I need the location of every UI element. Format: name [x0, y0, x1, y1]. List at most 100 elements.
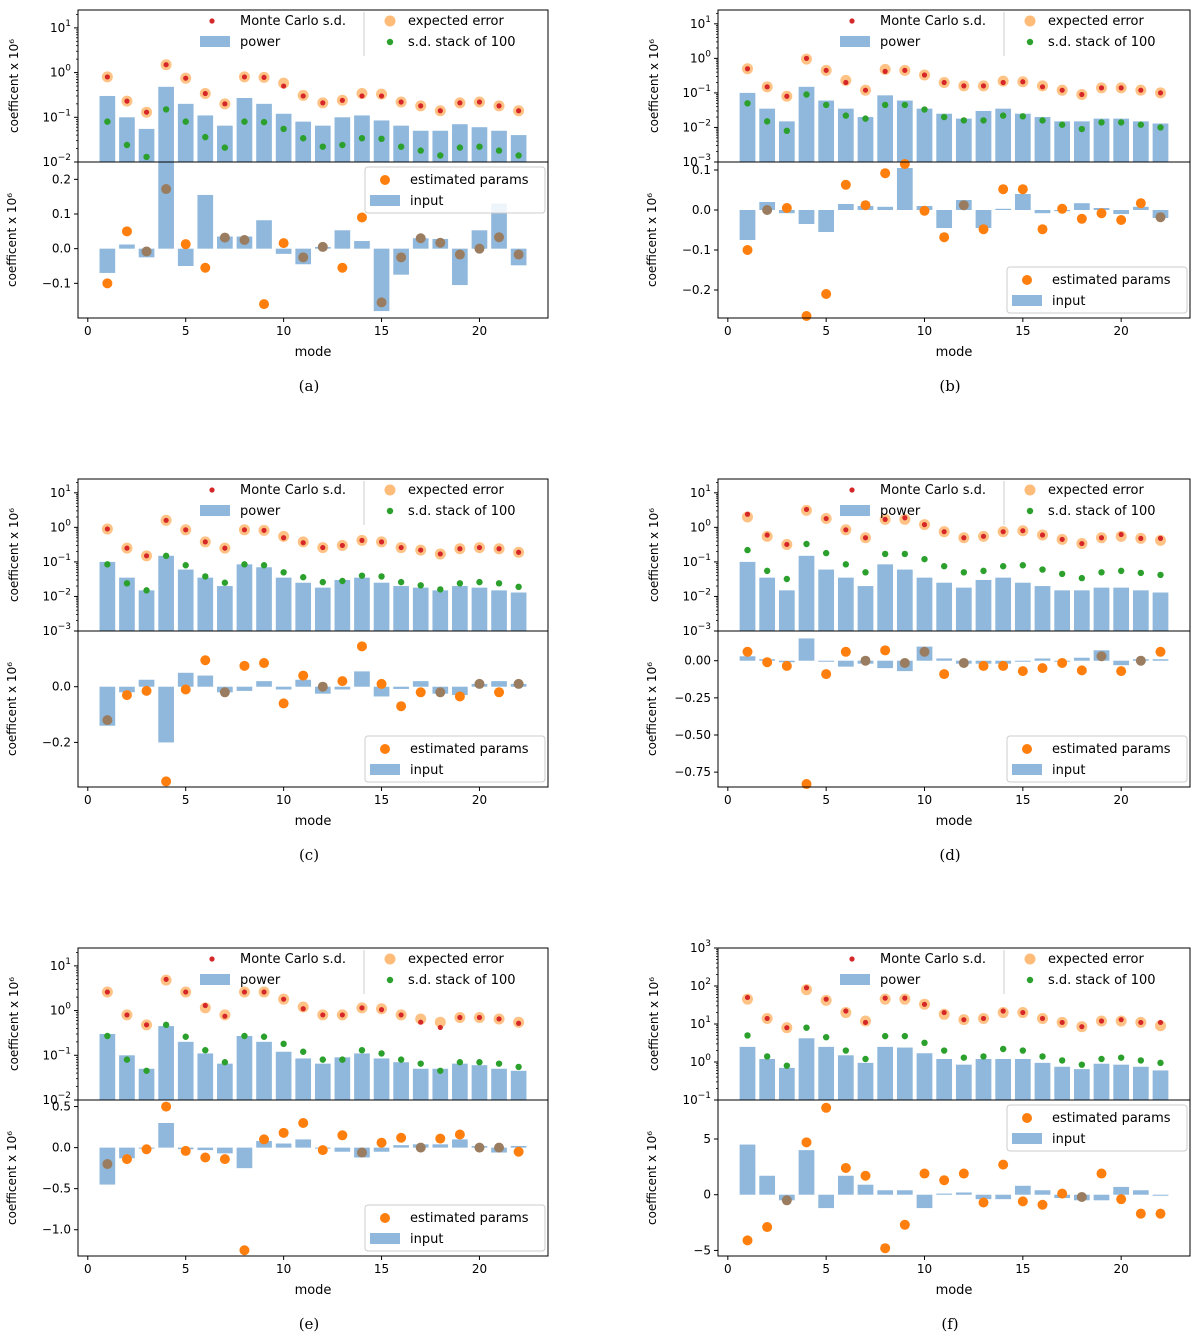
top-ytick-label: 101 — [690, 15, 711, 31]
sd-stack-point — [1157, 571, 1164, 579]
legend-stack-label: s.d. stack of 100 — [408, 35, 516, 50]
monte-carlo-sd-point — [143, 1022, 150, 1028]
power-bar — [1093, 118, 1110, 162]
sd-stack-point — [980, 567, 987, 575]
power-bar — [1093, 1063, 1110, 1100]
estimated-param-point — [1096, 651, 1107, 662]
estimated-param-point — [121, 690, 132, 701]
monte-carlo-sd-point — [862, 1019, 869, 1026]
legend-stack-marker — [1026, 976, 1034, 984]
estimated-param-point — [840, 179, 851, 190]
sd-stack-point — [1039, 566, 1046, 573]
sd-stack-point — [960, 569, 968, 576]
sd-stack-point — [456, 144, 464, 151]
xtick-label: 10 — [276, 324, 291, 338]
xtick-label: 15 — [374, 324, 389, 338]
input-bar — [798, 210, 815, 224]
estimated-param-point — [1116, 1194, 1127, 1205]
xtick-label: 0 — [724, 324, 732, 338]
input-bar — [896, 168, 913, 210]
legend-expected-marker — [384, 484, 396, 496]
bottom-legend-box — [1006, 1104, 1188, 1152]
monte-carlo-sd-point — [183, 527, 189, 533]
sd-stack-point — [1039, 1053, 1046, 1060]
input-bar — [759, 1175, 776, 1195]
legend-stack-marker — [1026, 507, 1034, 515]
monte-carlo-sd-point — [183, 989, 189, 995]
legend-input-label: input — [410, 1232, 443, 1247]
sd-stack-point — [437, 1067, 444, 1074]
bottom-ytick-label: 0.5 — [52, 1100, 71, 1114]
legend-stack-label: s.d. stack of 100 — [408, 973, 516, 988]
sd-stack-point — [1117, 1054, 1125, 1061]
top-ytick-label: 10−2 — [42, 153, 71, 169]
monte-carlo-sd-point — [823, 515, 829, 522]
estimated-param-point — [337, 1130, 348, 1141]
sd-stack-point — [822, 549, 830, 557]
legend-expected-label: expected error — [408, 14, 504, 29]
monte-carlo-sd-point — [1000, 79, 1006, 86]
sd-stack-point — [476, 578, 483, 586]
power-bar — [354, 1053, 370, 1100]
estimated-param-point — [474, 678, 485, 689]
monte-carlo-sd-point — [843, 527, 849, 533]
estimated-param-point — [200, 655, 211, 666]
sd-stack-point — [921, 555, 928, 563]
sd-stack-point — [842, 1047, 850, 1054]
legend-input-label: input — [410, 763, 443, 778]
power-bar — [99, 1033, 116, 1100]
monte-carlo-sd-point — [183, 75, 189, 81]
estimated-param-point — [337, 676, 348, 687]
estimated-param-point — [860, 1170, 871, 1181]
legend-input-marker — [370, 195, 400, 206]
sd-stack-point — [339, 1056, 346, 1063]
panel-caption: (c) — [299, 846, 319, 864]
sd-stack-point — [378, 573, 385, 580]
sd-stack-point — [803, 91, 810, 98]
monte-carlo-sd-point — [143, 553, 150, 559]
sd-stack-point — [241, 118, 248, 125]
bottom-y-axis-label: coefficent x 10⁶ — [645, 193, 659, 287]
sd-stack-point — [980, 1053, 987, 1060]
power-bar — [798, 555, 815, 631]
monte-carlo-sd-point — [961, 535, 967, 541]
power-bar — [798, 86, 815, 162]
monte-carlo-sd-point — [862, 87, 869, 93]
estimated-param-point — [742, 245, 753, 255]
sd-stack-point — [280, 125, 287, 133]
sd-stack-point — [1117, 119, 1125, 126]
estimated-param-point — [161, 776, 172, 787]
bottom-ytick-label: 0.1 — [52, 207, 71, 221]
monte-carlo-sd-point — [104, 989, 110, 995]
power-bar — [1132, 590, 1149, 631]
top-legend: Monte Carlo s.d. power expected error s.d. … — [840, 12, 1156, 56]
sd-stack-point — [397, 143, 405, 150]
power-bar — [158, 1026, 174, 1100]
legend-power-marker — [200, 974, 230, 985]
sd-stack-point — [221, 1059, 229, 1066]
bottom-ytick-label: 0.1 — [692, 163, 711, 177]
estimated-param-point — [1017, 1196, 1028, 1207]
input-bar — [975, 1194, 992, 1200]
sd-stack-point — [182, 1033, 189, 1040]
input-bar — [295, 1139, 312, 1148]
power-bar — [295, 1058, 312, 1100]
input-bar — [99, 248, 116, 273]
power-bar — [975, 110, 992, 162]
estimated-param-point — [102, 715, 113, 726]
estimated-param-point — [1135, 198, 1146, 209]
x-axis-label: mode — [936, 814, 973, 829]
monte-carlo-sd-point — [882, 516, 888, 523]
estimated-param-point — [919, 1168, 930, 1179]
power-bar — [1132, 121, 1149, 162]
xtick-label: 15 — [374, 793, 389, 807]
sd-stack-point — [901, 101, 909, 109]
estimated-param-point — [141, 685, 152, 696]
legend-power-marker — [840, 505, 870, 516]
monte-carlo-sd-point — [261, 74, 267, 81]
power-bar — [975, 1058, 992, 1100]
sd-stack-point — [456, 1059, 464, 1066]
sd-stack-point — [999, 112, 1007, 119]
input-bar — [197, 1147, 214, 1151]
